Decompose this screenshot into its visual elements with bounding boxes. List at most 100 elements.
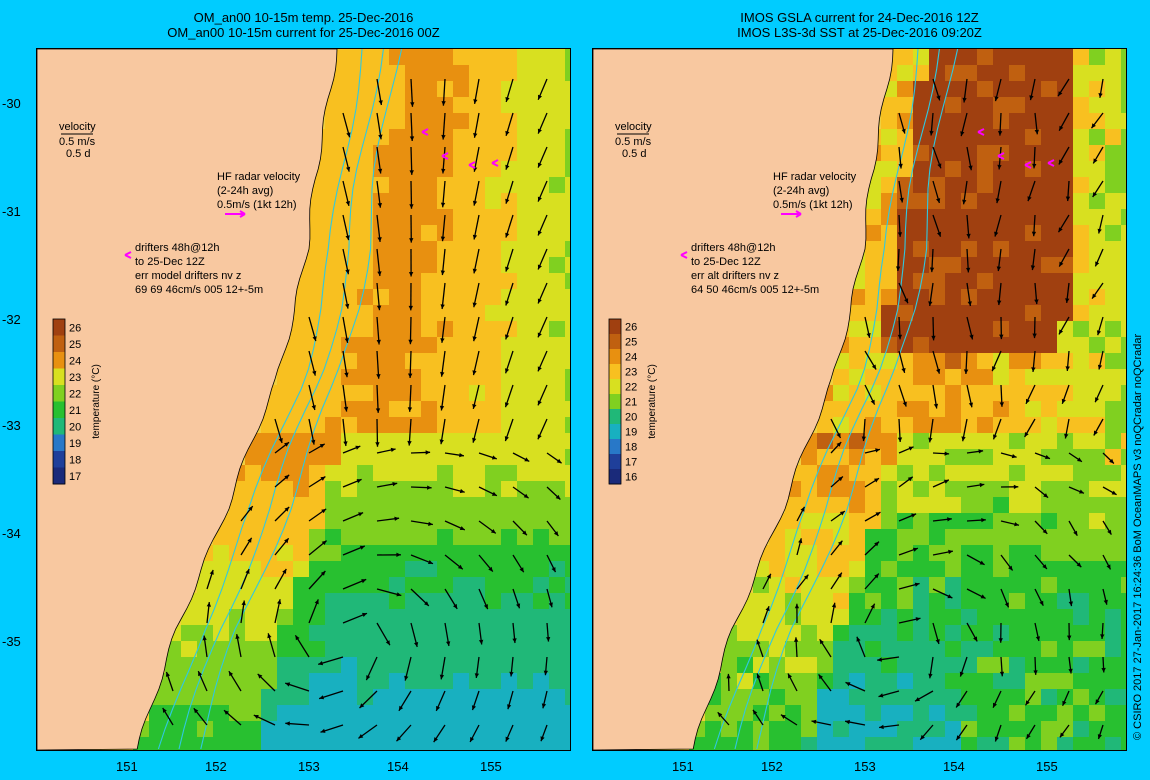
current-arrow-head	[937, 163, 942, 169]
temperature-cell	[437, 401, 453, 417]
temperature-cell	[897, 625, 913, 641]
temperature-cell	[1025, 705, 1041, 721]
temperature-cell	[1089, 657, 1105, 673]
temperature-cell	[453, 577, 469, 593]
current-arrow-head	[394, 516, 400, 521]
temperature-cell	[309, 497, 325, 513]
temperature-cell	[849, 737, 865, 750]
temperature-cell	[405, 193, 421, 209]
temperature-cell	[913, 289, 929, 305]
temperature-cell	[213, 673, 229, 689]
temperature-cell	[1089, 545, 1105, 561]
temperature-cell	[485, 625, 501, 641]
temperature-cell	[849, 449, 865, 465]
temperature-cell	[517, 225, 533, 241]
temperature-cell	[1121, 449, 1126, 465]
temperature-cell	[357, 641, 373, 657]
drifter-legend-line1: drifters 48h@12h	[691, 242, 776, 254]
temperature-cell	[517, 497, 533, 513]
temperature-cell	[389, 145, 405, 161]
temperature-cell	[309, 289, 325, 305]
temperature-cell	[501, 737, 517, 750]
temperature-cell	[325, 513, 341, 529]
temperature-cell	[325, 97, 341, 113]
temperature-cell	[549, 609, 565, 625]
temperature-cell	[293, 337, 309, 353]
temperature-cell	[501, 129, 517, 145]
temperature-cell	[1073, 673, 1089, 689]
temperature-cell	[277, 577, 293, 593]
velocity-legend-scale: 0.5 m/s	[615, 136, 652, 148]
temperature-cell	[565, 177, 570, 193]
current-arrow-head	[1031, 367, 1036, 372]
temperature-cell	[277, 401, 293, 417]
current-arrow-head	[1014, 522, 1019, 527]
temperature-cell	[229, 657, 245, 673]
current-arrow-head	[962, 97, 967, 103]
temperature-cell	[1041, 465, 1057, 481]
temperature-cell	[325, 161, 341, 177]
temperature-cell	[469, 641, 485, 657]
current-arrow-head	[284, 506, 290, 512]
temperature-cell	[1009, 65, 1025, 81]
temperature-cell	[341, 449, 357, 465]
drifter-legend-line4: 64 50 46cm/s 005 12+-5m	[691, 284, 819, 296]
temperature-cell	[961, 97, 977, 113]
temperature-cell	[341, 737, 357, 750]
temperature-cell	[1121, 289, 1126, 305]
temperature-cell	[1041, 385, 1057, 401]
temperature-cell	[469, 673, 485, 689]
temperature-cell	[261, 481, 277, 497]
temperature-cell	[389, 577, 405, 593]
temperature-cell	[437, 641, 453, 657]
temperature-cell	[945, 625, 961, 641]
temperature-cell	[945, 241, 961, 257]
temperature-cell	[357, 177, 373, 193]
temperature-cell	[261, 449, 277, 465]
temperature-cell	[453, 225, 469, 241]
current-arrow-head	[1058, 91, 1063, 97]
current-arrow-head	[898, 163, 903, 169]
temperature-cell	[929, 321, 945, 337]
temperature-cell	[405, 81, 421, 97]
current-arrow-head	[803, 574, 809, 580]
current-arrow-head	[409, 170, 414, 175]
temperature-cell	[485, 65, 501, 81]
temperature-cell	[1121, 337, 1126, 353]
current-arrow-head	[345, 201, 350, 206]
current-arrow-head	[548, 602, 553, 608]
temperature-cell	[1009, 433, 1025, 449]
temperature-cell	[485, 481, 501, 497]
temperature-cell	[469, 737, 485, 750]
temperature-cell	[405, 241, 421, 257]
temperature-cell	[1009, 545, 1025, 561]
temperature-cell	[357, 593, 373, 609]
temperature-cell	[229, 689, 245, 705]
current-arrow-head	[1035, 636, 1040, 641]
temperature-cell	[517, 193, 533, 209]
temperature-cell	[1041, 481, 1057, 497]
current-arrow-head	[440, 202, 446, 208]
temperature-cell	[817, 417, 833, 433]
temperature-cell	[993, 129, 1009, 145]
temperature-cell	[1089, 321, 1105, 337]
temperature-cell	[945, 737, 961, 750]
temperature-cell	[517, 705, 533, 721]
temperature-cell	[1121, 481, 1126, 497]
temperature-cell	[1025, 145, 1041, 161]
temperature-cell	[277, 385, 293, 401]
temperature-cell	[501, 577, 517, 593]
current-arrow-head	[295, 635, 300, 641]
temperature-cell	[373, 49, 389, 65]
temperature-cell	[549, 193, 565, 209]
temperature-cell	[485, 289, 501, 305]
temperature-cell	[977, 401, 993, 417]
temperature-cell	[405, 385, 421, 401]
temperature-cell	[437, 737, 453, 750]
temperature-cell	[517, 417, 533, 433]
temperature-cell	[1073, 97, 1089, 113]
temperature-cell	[517, 97, 533, 113]
temperature-cell	[549, 305, 565, 321]
